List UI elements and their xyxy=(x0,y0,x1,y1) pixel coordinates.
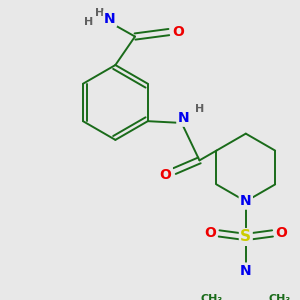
Text: O: O xyxy=(160,168,172,182)
Text: O: O xyxy=(204,226,216,239)
Text: O: O xyxy=(172,25,184,39)
Text: S: S xyxy=(240,230,251,244)
Text: H: H xyxy=(84,17,93,27)
Text: N: N xyxy=(178,112,189,125)
Text: N: N xyxy=(240,264,252,278)
Text: O: O xyxy=(275,226,287,239)
Text: H: H xyxy=(195,104,204,114)
Text: N: N xyxy=(104,12,116,26)
Text: CH₃: CH₃ xyxy=(268,294,291,300)
Text: H: H xyxy=(95,8,104,18)
Text: N: N xyxy=(240,194,252,208)
Text: CH₃: CH₃ xyxy=(201,294,223,300)
